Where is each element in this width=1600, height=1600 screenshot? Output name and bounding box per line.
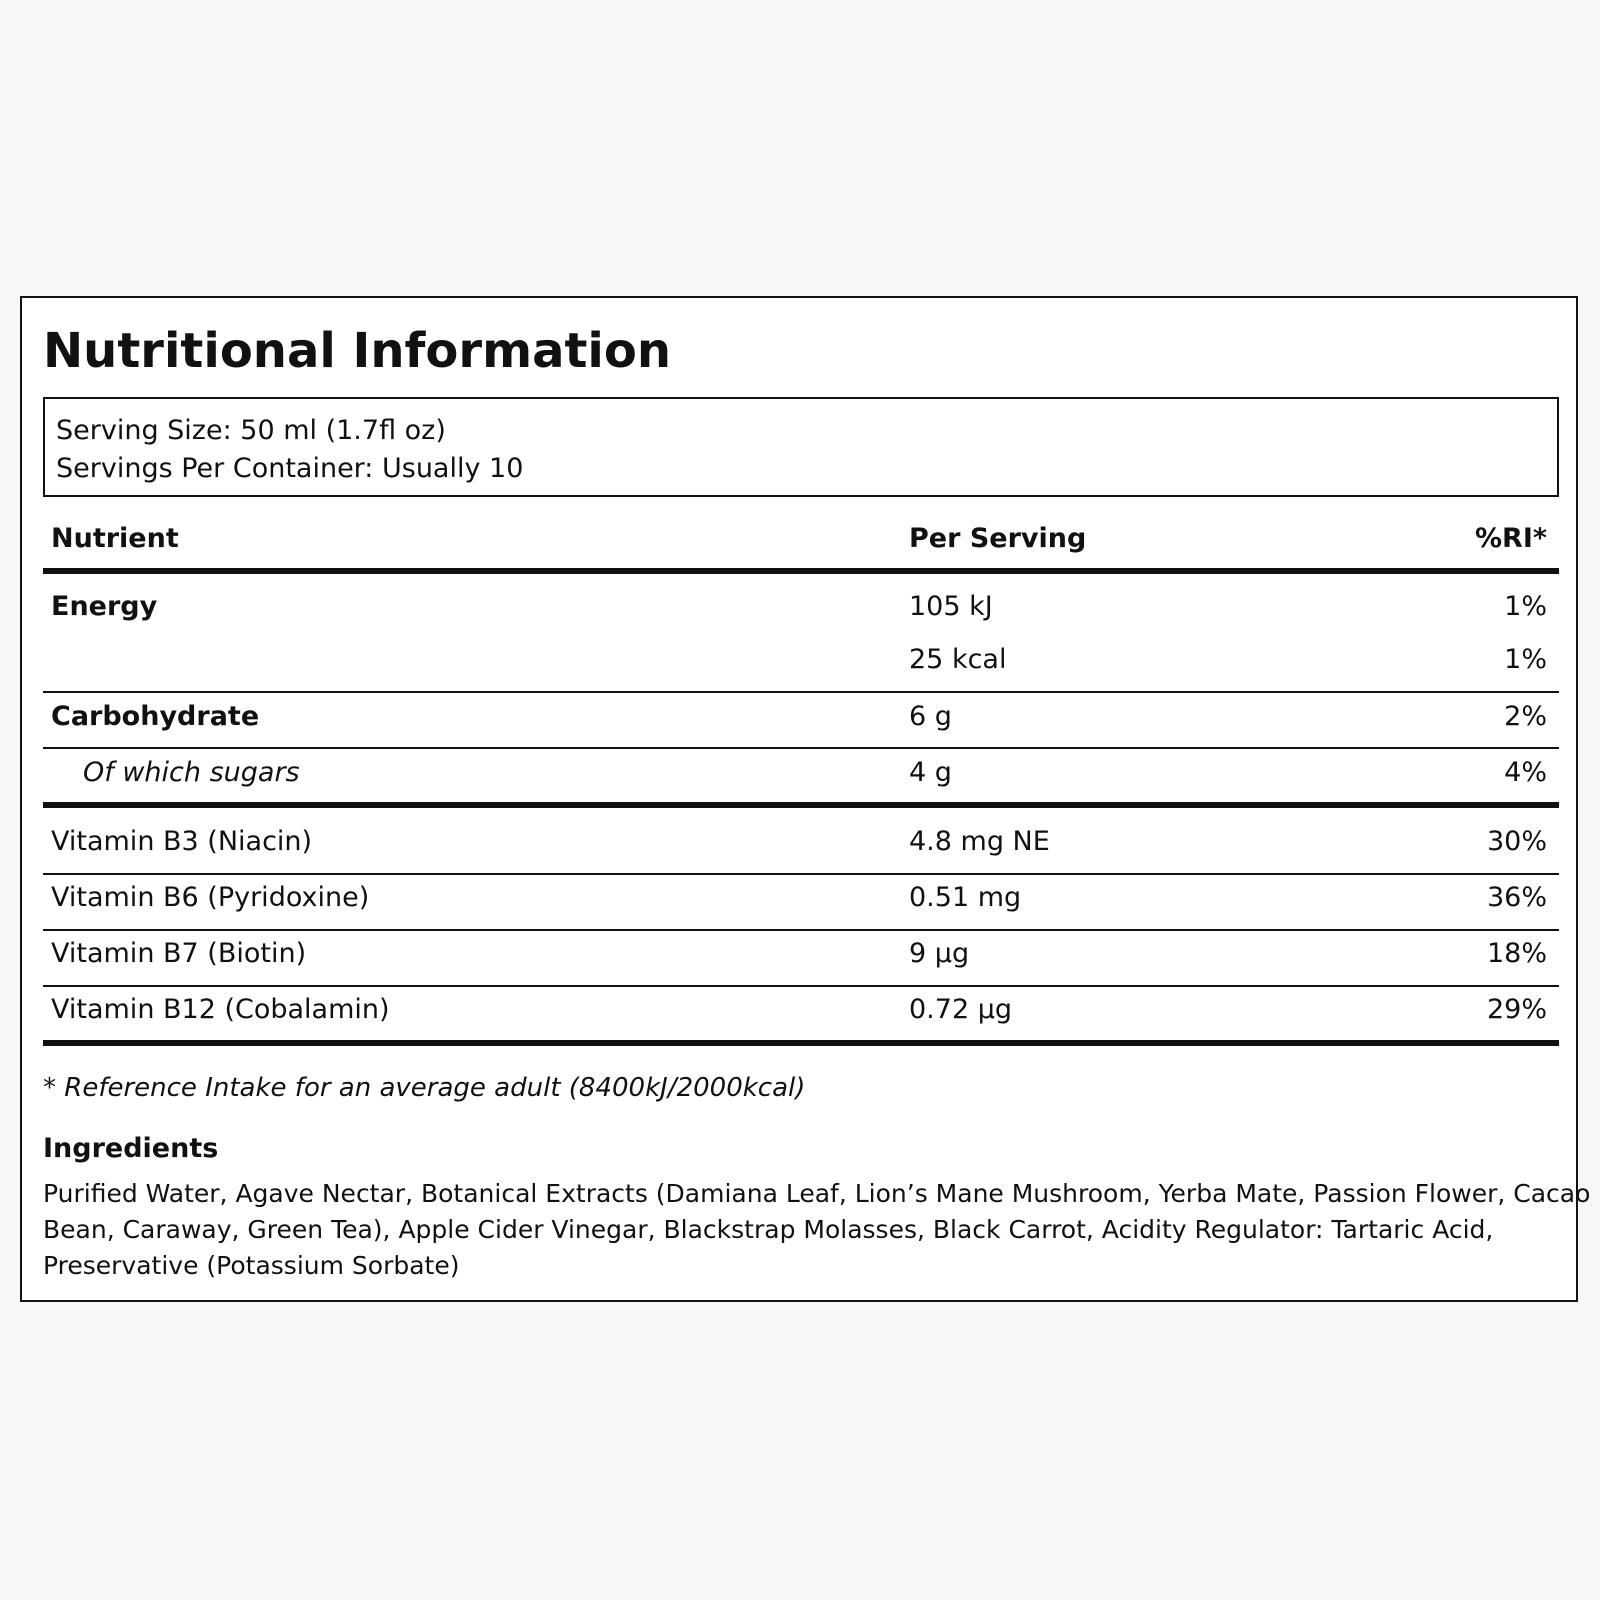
nutrient-amount: 0.51 mg [909,882,1022,913]
column-header-per-serving: Per Serving [909,523,1087,554]
panel-title: Nutritional Information [43,323,672,379]
nutrient-ri: 36% [1486,882,1547,913]
ingredients-list: Purified Water, Agave Nectar, Botanical … [43,1176,1591,1284]
table-bottom-divider [43,1040,1559,1046]
nutrient-ri: 30% [1486,826,1547,857]
nutrient-ri: 4% [1504,757,1547,788]
nutrition-panel: Nutritional Information Serving Size: 50… [20,296,1591,1302]
serving-size: Serving Size: 50 ml (1.7fl oz) [56,415,446,446]
nutrient-ri: 18% [1486,938,1547,969]
nutrient-amount: 6 g [909,701,952,732]
nutrient-ri: 2% [1504,701,1547,732]
serving-info-box: Serving Size: 50 ml (1.7fl oz) Servings … [43,397,1559,497]
nutrient-name: Vitamin B12 (Cobalamin) [51,994,390,1025]
nutrient-amount: 105 kJ [909,591,993,622]
nutrient-name-sub: Of which sugars [83,757,300,788]
nutrient-name: Vitamin B7 (Biotin) [51,938,307,969]
nutrient-ri: 1% [1504,644,1547,675]
nutrient-name: Vitamin B6 (Pyridoxine) [51,882,370,913]
nutrient-name: Carbohydrate [51,701,260,732]
ingredients-heading: Ingredients [43,1133,219,1164]
reference-intake-footnote: * Reference Intake for an average adult … [43,1073,806,1103]
nutrient-amount: 9 µg [909,938,970,969]
nutrient-amount: 25 kcal [909,644,1007,675]
row-divider [43,747,1559,749]
nutrient-amount: 0.72 µg [909,994,1013,1025]
row-divider [43,691,1559,693]
section-divider [43,802,1559,808]
row-divider [43,873,1559,875]
header-divider [43,568,1559,574]
nutrient-amount: 4.8 mg NE [909,826,1050,857]
column-header-ri: %RI* [1474,523,1547,554]
column-header-nutrient: Nutrient [51,523,179,554]
nutrient-name: Energy [51,591,158,622]
nutrient-amount: 4 g [909,757,952,788]
ingredients-line: Preservative (Potassium Sorbate) [43,1251,460,1280]
nutrient-ri: 1% [1504,591,1547,622]
row-divider [43,929,1559,931]
ingredients-line: Bean, Caraway, Green Tea), Apple Cider V… [43,1215,1494,1244]
nutrient-ri: 29% [1486,994,1547,1025]
servings-per-container: Servings Per Container: Usually 10 [56,453,524,484]
nutrient-name: Vitamin B3 (Niacin) [51,826,313,857]
ingredients-line: Purified Water, Agave Nectar, Botanical … [43,1179,1591,1208]
row-divider [43,985,1559,987]
